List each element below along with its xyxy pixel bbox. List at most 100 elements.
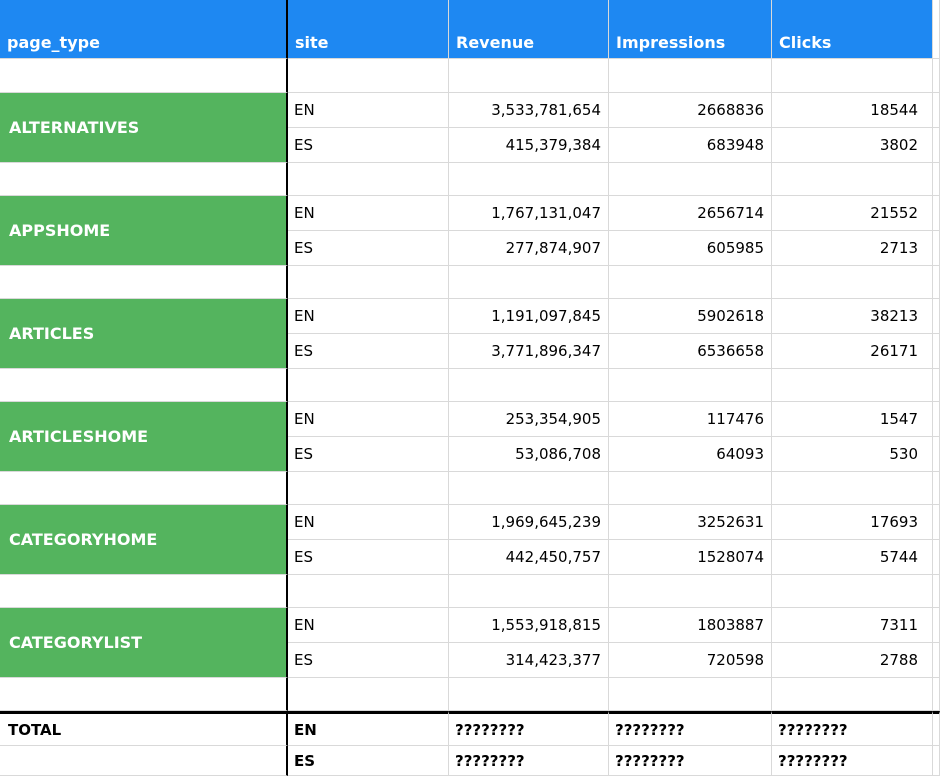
revenue-cell[interactable]: 3,533,781,654 xyxy=(449,93,609,128)
row-filler-cell[interactable] xyxy=(933,608,940,643)
clicks-cell[interactable]: 18544 xyxy=(772,93,933,128)
impressions-cell[interactable]: 3252631 xyxy=(609,505,772,540)
impressions-cell[interactable]: 720598 xyxy=(609,643,772,678)
revenue-cell[interactable]: 1,767,131,047 xyxy=(449,196,609,231)
site-cell[interactable]: ES xyxy=(288,437,449,472)
row-filler-cell[interactable] xyxy=(933,643,940,678)
clicks-cell[interactable]: 26171 xyxy=(772,334,933,369)
site-cell[interactable]: EN xyxy=(288,505,449,540)
clicks-cell[interactable]: 5744 xyxy=(772,540,933,575)
site-cell[interactable]: EN xyxy=(288,196,449,231)
group-2-spacer-cell[interactable] xyxy=(288,369,449,402)
group-5-spacer-cell[interactable] xyxy=(449,678,609,711)
total-label-empty-cell[interactable] xyxy=(0,746,288,776)
impressions-cell[interactable]: 117476 xyxy=(609,402,772,437)
group-4-spacer-cell[interactable] xyxy=(609,575,772,608)
group-2-spacer-cell[interactable] xyxy=(609,369,772,402)
group-5-spacer-cell[interactable] xyxy=(609,678,772,711)
row-filler-cell[interactable] xyxy=(933,402,940,437)
total-clicks-cell[interactable]: ???????? xyxy=(772,711,933,746)
group-4-spacer-cell[interactable] xyxy=(288,575,449,608)
clicks-cell[interactable]: 1547 xyxy=(772,402,933,437)
group-4-spacer-filler-cell[interactable] xyxy=(933,575,940,608)
row-filler-cell[interactable] xyxy=(933,196,940,231)
site-cell[interactable]: EN xyxy=(288,93,449,128)
row-filler-cell[interactable] xyxy=(933,334,940,369)
group-3-spacer-filler-cell[interactable] xyxy=(933,472,940,505)
group-label-cell[interactable]: CATEGORYLIST xyxy=(0,608,288,678)
total-revenue-cell[interactable]: ???????? xyxy=(449,711,609,746)
clicks-cell[interactable]: 2788 xyxy=(772,643,933,678)
group-1-spacer-cell[interactable] xyxy=(0,266,288,299)
header-cell-revenue[interactable]: Revenue xyxy=(449,0,609,59)
site-cell[interactable]: ES xyxy=(288,231,449,266)
revenue-cell[interactable]: 442,450,757 xyxy=(449,540,609,575)
row-filler-cell[interactable] xyxy=(933,299,940,334)
impressions-cell[interactable]: 5902618 xyxy=(609,299,772,334)
group-3-spacer-cell[interactable] xyxy=(772,472,933,505)
site-cell[interactable]: EN xyxy=(288,299,449,334)
group-0-spacer-cell[interactable] xyxy=(449,163,609,196)
group-2-spacer-cell[interactable] xyxy=(449,369,609,402)
row-filler-cell[interactable] xyxy=(933,231,940,266)
site-cell[interactable]: EN xyxy=(288,608,449,643)
total-revenue-cell[interactable]: ???????? xyxy=(449,746,609,776)
group-label-cell[interactable]: CATEGORYHOME xyxy=(0,505,288,575)
group-5-spacer-filler-cell[interactable] xyxy=(933,678,940,711)
row-filler-cell[interactable] xyxy=(933,128,940,163)
group-1-spacer-filler-cell[interactable] xyxy=(933,266,940,299)
row-filler-cell[interactable] xyxy=(933,540,940,575)
group-label-cell[interactable]: APPSHOME xyxy=(0,196,288,266)
impressions-cell[interactable]: 6536658 xyxy=(609,334,772,369)
group-4-spacer-cell[interactable] xyxy=(0,575,288,608)
group-2-spacer-cell[interactable] xyxy=(772,369,933,402)
impressions-cell[interactable]: 605985 xyxy=(609,231,772,266)
total-impressions-cell[interactable]: ???????? xyxy=(609,711,772,746)
group-4-spacer-cell[interactable] xyxy=(449,575,609,608)
revenue-cell[interactable]: 314,423,377 xyxy=(449,643,609,678)
total-filler-cell[interactable] xyxy=(933,746,940,776)
top-spacer-cell[interactable] xyxy=(772,59,933,93)
group-1-spacer-cell[interactable] xyxy=(449,266,609,299)
group-0-spacer-cell[interactable] xyxy=(0,163,288,196)
group-5-spacer-cell[interactable] xyxy=(288,678,449,711)
total-site-cell[interactable]: ES xyxy=(288,746,449,776)
total-impressions-cell[interactable]: ???????? xyxy=(609,746,772,776)
revenue-cell[interactable]: 277,874,907 xyxy=(449,231,609,266)
row-filler-cell[interactable] xyxy=(933,505,940,540)
row-filler-cell[interactable] xyxy=(933,93,940,128)
header-cell-clicks[interactable]: Clicks xyxy=(772,0,933,59)
site-cell[interactable]: EN xyxy=(288,402,449,437)
clicks-cell[interactable]: 3802 xyxy=(772,128,933,163)
group-0-spacer-cell[interactable] xyxy=(288,163,449,196)
group-label-cell[interactable]: ARTICLES xyxy=(0,299,288,369)
group-5-spacer-cell[interactable] xyxy=(0,678,288,711)
clicks-cell[interactable]: 2713 xyxy=(772,231,933,266)
impressions-cell[interactable]: 683948 xyxy=(609,128,772,163)
top-spacer-cell[interactable] xyxy=(0,59,288,93)
group-3-spacer-cell[interactable] xyxy=(449,472,609,505)
top-spacer-filler-cell[interactable] xyxy=(933,59,940,93)
top-spacer-cell[interactable] xyxy=(449,59,609,93)
group-2-spacer-filler-cell[interactable] xyxy=(933,369,940,402)
header-cell-page-type[interactable]: page_type xyxy=(0,0,288,59)
total-filler-cell[interactable] xyxy=(933,711,940,746)
total-site-cell[interactable]: EN xyxy=(288,711,449,746)
row-filler-cell[interactable] xyxy=(933,437,940,472)
revenue-cell[interactable]: 1,553,918,815 xyxy=(449,608,609,643)
impressions-cell[interactable]: 1803887 xyxy=(609,608,772,643)
revenue-cell[interactable]: 1,191,097,845 xyxy=(449,299,609,334)
site-cell[interactable]: ES xyxy=(288,334,449,369)
group-label-cell[interactable]: ALTERNATIVES xyxy=(0,93,288,163)
impressions-cell[interactable]: 64093 xyxy=(609,437,772,472)
clicks-cell[interactable]: 7311 xyxy=(772,608,933,643)
clicks-cell[interactable]: 21552 xyxy=(772,196,933,231)
group-5-spacer-cell[interactable] xyxy=(772,678,933,711)
group-3-spacer-cell[interactable] xyxy=(288,472,449,505)
header-filler-cell[interactable] xyxy=(933,0,940,59)
group-1-spacer-cell[interactable] xyxy=(288,266,449,299)
site-cell[interactable]: ES xyxy=(288,643,449,678)
top-spacer-cell[interactable] xyxy=(609,59,772,93)
group-0-spacer-cell[interactable] xyxy=(609,163,772,196)
clicks-cell[interactable]: 530 xyxy=(772,437,933,472)
